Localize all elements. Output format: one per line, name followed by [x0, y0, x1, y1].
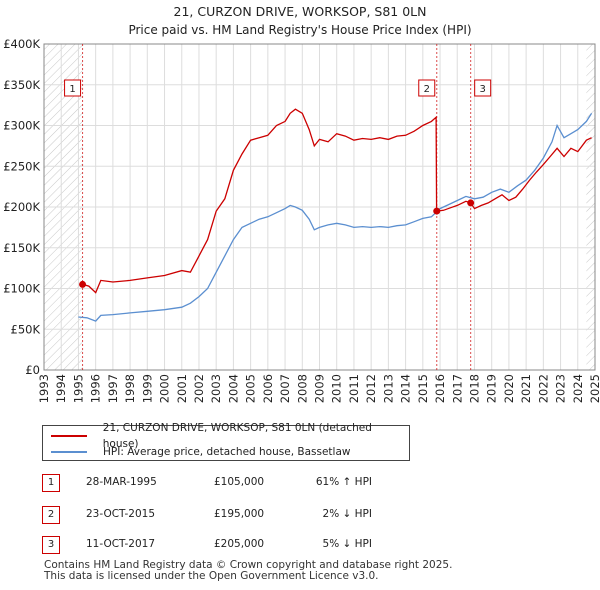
transaction-label-box	[418, 79, 436, 97]
legend-item-hpi: HPI: Average price, detached house, Bass…	[51, 444, 350, 460]
y-tick-label: £250K	[3, 159, 40, 173]
table-row: 3 11-OCT-2017 £205,000 5% ↓ HPI	[42, 536, 600, 556]
transaction-number: 1	[42, 474, 60, 492]
hpi-line	[78, 112, 593, 322]
transaction-hpi: 5% ↓ HPI	[322, 538, 372, 550]
transaction-label: 1	[69, 84, 75, 95]
x-tick-label: 1996	[89, 374, 103, 403]
x-tick-label: 2003	[209, 374, 223, 403]
transaction-date: 11-OCT-2017	[86, 538, 155, 550]
transaction-date: 23-OCT-2015	[86, 508, 155, 520]
x-tick-label: 2021	[519, 374, 533, 403]
plot-frame	[43, 43, 596, 371]
y-tick-label: £200K	[3, 200, 40, 214]
transaction-hpi: 61% ↑ HPI	[315, 476, 372, 488]
x-tick-label: 2008	[295, 374, 309, 403]
x-tick-label: 2014	[399, 374, 413, 403]
x-tick-label: 2009	[313, 374, 327, 403]
x-tick-label: 2022	[536, 374, 550, 403]
transaction-label: 3	[479, 84, 485, 95]
x-tick-label: 2007	[278, 374, 292, 403]
legend-red-line	[51, 435, 87, 437]
x-tick-label: 1993	[37, 374, 51, 403]
x-tick-label: 1997	[106, 374, 120, 403]
transaction-number: 2	[42, 506, 60, 524]
transaction-label-box	[474, 79, 492, 97]
x-tick-label: 2015	[416, 374, 430, 403]
y-tick-label: £350K	[3, 78, 40, 92]
x-tick-label: 2010	[330, 374, 344, 403]
transaction-point	[79, 280, 87, 288]
footer: Contains HM Land Registry data © Crown c…	[44, 560, 452, 582]
y-tick-label: £150K	[3, 241, 40, 255]
chart: 21, CURZON DRIVE, WORKSOP, S81 0LN Price…	[3, 4, 600, 403]
x-tick-label: 2018	[467, 374, 481, 403]
x-tick-label: 1999	[140, 374, 154, 403]
transaction-price: £105,000	[214, 476, 265, 488]
transaction-point	[433, 207, 441, 215]
legend: 21, CURZON DRIVE, WORKSOP, S81 0LN (deta…	[42, 422, 410, 461]
transaction-date: 28-MAR-1995	[86, 476, 157, 488]
x-tick-label: 2019	[485, 374, 499, 403]
chart-title: 21, CURZON DRIVE, WORKSOP, S81 0LN	[174, 4, 427, 19]
x-tick-label: 1994	[54, 374, 68, 403]
y-tick-label: £300K	[3, 119, 40, 133]
x-tick-label: 2004	[226, 374, 240, 403]
x-tick-label: 2023	[554, 374, 568, 403]
x-tick-label: 2006	[261, 374, 275, 403]
x-tick-label: 2016	[433, 374, 447, 403]
legend-label-hpi: HPI: Average price, detached house, Bass…	[103, 446, 351, 458]
transaction-price: £205,000	[214, 538, 265, 550]
x-tick-label: 2024	[571, 374, 585, 403]
transaction-label: 2	[424, 84, 430, 95]
transaction-label-box	[64, 79, 82, 97]
table-row: 2 23-OCT-2015 £195,000 2% ↓ HPI	[42, 506, 600, 526]
x-tick-label: 2020	[502, 374, 516, 403]
y-tick-label: £100K	[3, 282, 40, 296]
legend-item-price: 21, CURZON DRIVE, WORKSOP, S81 0LN (deta…	[51, 422, 409, 450]
transaction-number: 3	[42, 536, 60, 554]
x-tick-label: 2011	[347, 374, 361, 403]
y-tick-label: £0	[25, 363, 40, 377]
x-tick-label: 2013	[381, 374, 395, 403]
x-tick-label: 1998	[123, 374, 137, 403]
x-tick-label: 2005	[244, 374, 258, 403]
legend-label-price: 21, CURZON DRIVE, WORKSOP, S81 0LN (deta…	[102, 422, 372, 450]
footer-line-1: Contains HM Land Registry data © Crown c…	[44, 559, 453, 571]
x-tick-label: 1995	[71, 374, 85, 403]
x-tick-label: 2000	[158, 374, 172, 403]
transaction-hpi: 2% ↓ HPI	[322, 508, 372, 520]
legend-blue-line	[51, 451, 87, 453]
x-tick-label: 2001	[175, 374, 189, 403]
x-tick-label: 2012	[364, 374, 378, 403]
x-tick-label: 2002	[192, 374, 206, 403]
x-tick-label: 2017	[450, 374, 464, 403]
price-paid-line	[82, 108, 592, 294]
transaction-point	[467, 199, 475, 207]
x-tick-label: 2025	[588, 374, 600, 403]
y-tick-label: £400K	[3, 37, 40, 51]
transaction-price: £195,000	[214, 508, 265, 520]
table-row: 1 28-MAR-1995 £105,000 61% ↑ HPI	[42, 474, 600, 494]
y-tick-label: £50K	[11, 322, 41, 336]
footer-line-2: This data is licensed under the Open Gov…	[44, 570, 379, 582]
chart-subtitle: Price paid vs. HM Land Registry's House …	[128, 23, 471, 37]
